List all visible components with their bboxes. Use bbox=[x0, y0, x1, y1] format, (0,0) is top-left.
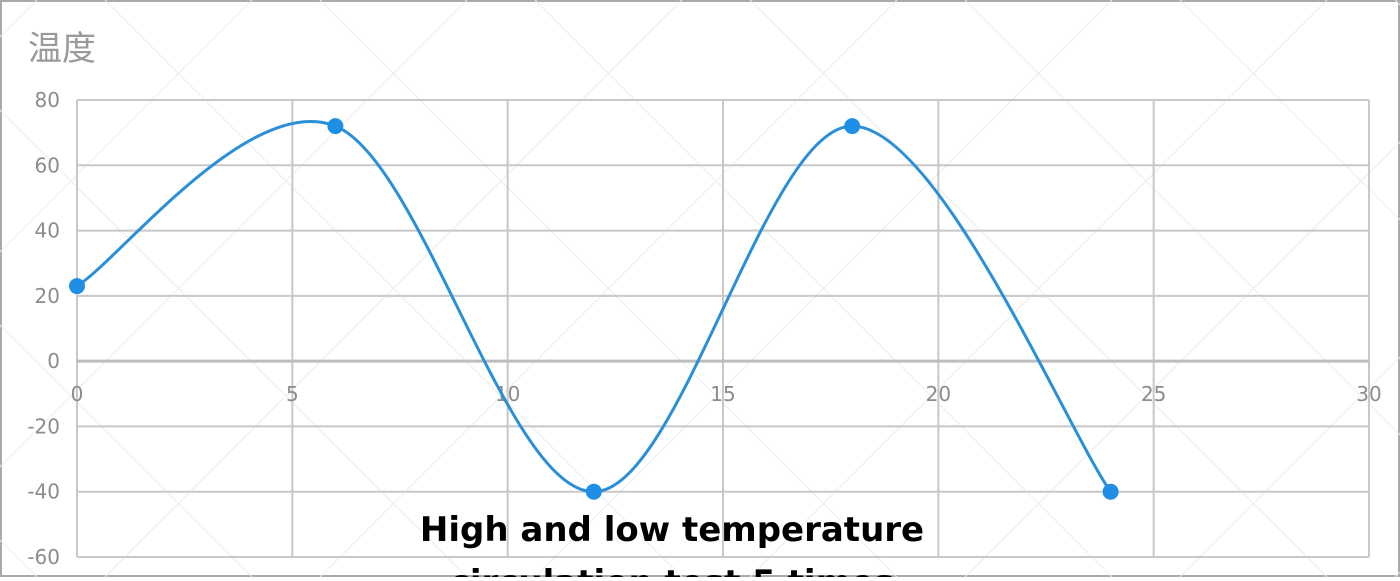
watermark-line bbox=[1179, 0, 1400, 221]
data-point-marker bbox=[327, 118, 344, 135]
watermark-line bbox=[0, 324, 253, 578]
watermark-line bbox=[0, 0, 468, 468]
x-tick-label: 15 bbox=[710, 382, 735, 406]
x-tick-label: 25 bbox=[1141, 382, 1166, 406]
x-tick-label: 20 bbox=[926, 382, 951, 406]
y-tick-label: 80 bbox=[35, 88, 60, 112]
data-point-marker bbox=[844, 118, 861, 135]
y-axis-label: 温度 bbox=[28, 29, 96, 69]
watermark-line bbox=[104, 0, 683, 578]
watermark-line bbox=[319, 0, 898, 578]
data-point-marker bbox=[1102, 483, 1119, 500]
x-tick-label: 0 bbox=[71, 382, 84, 406]
data-point-marker bbox=[69, 278, 85, 295]
watermark-line bbox=[749, 0, 1328, 578]
y-tick-label: -20 bbox=[27, 414, 60, 438]
y-axis-ticks: -60 -40 -20 0 20 40 60 80 bbox=[27, 88, 60, 569]
y-tick-label: 20 bbox=[35, 284, 60, 308]
data-point-marker bbox=[585, 483, 602, 500]
x-axis-ticks: 0 5 10 15 20 25 30 bbox=[71, 382, 1382, 406]
series-markers bbox=[69, 118, 1119, 500]
x-tick-label: 5 bbox=[286, 382, 299, 406]
chart-grid bbox=[76, 99, 1370, 558]
watermark-line bbox=[534, 0, 1113, 578]
series-line bbox=[76, 120, 1112, 494]
watermark-line bbox=[0, 0, 253, 253]
x-tick-label: 30 bbox=[1356, 382, 1381, 406]
annotation-line-1: High and low temperature bbox=[420, 510, 924, 550]
y-tick-label: -40 bbox=[27, 480, 60, 504]
watermark-line bbox=[1179, 356, 1400, 578]
watermark-line bbox=[964, 141, 1400, 578]
y-tick-label: 0 bbox=[47, 349, 60, 373]
y-tick-label: -60 bbox=[27, 545, 60, 569]
y-tick-label: 40 bbox=[35, 219, 60, 243]
y-tick-label: 60 bbox=[35, 153, 60, 177]
annotation-line-2: circulation test 5 times bbox=[450, 563, 895, 577]
